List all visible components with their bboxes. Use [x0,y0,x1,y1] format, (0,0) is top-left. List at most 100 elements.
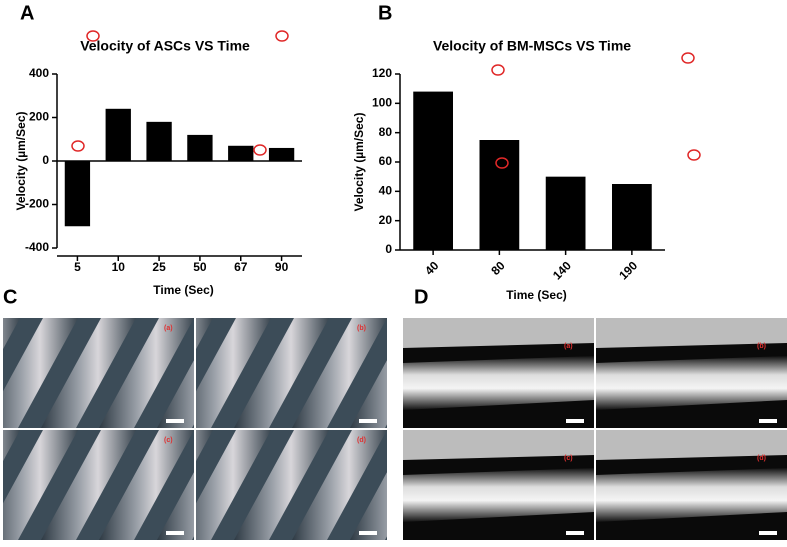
micrograph [3,430,194,540]
micrograph [403,430,594,540]
stripe [234,430,329,540]
frame-label: (a) [564,343,573,350]
frame-label: (c) [164,437,173,444]
stripe [3,318,20,350]
stripe [292,430,387,540]
chart-title: Velocity of BM-MSCs VS Time [433,38,631,54]
frame-label: (d) [757,455,766,462]
scale-bar [166,531,184,535]
stripe [3,430,20,462]
scale-bar [359,531,377,535]
band [403,468,594,522]
scale-bar [759,531,777,535]
stripe [196,318,213,350]
micrograph [596,318,787,428]
micrograph [403,318,594,428]
marker-circle [495,157,509,169]
y-tick-label: 40 [379,184,393,198]
x-tick-label: 67 [234,260,248,274]
x-axis-title: Time (Sec) [153,283,213,297]
band [596,468,787,522]
band [403,318,594,348]
x-tick-label: 80 [488,258,508,278]
bar [105,108,131,161]
x-tick-label: 90 [275,260,289,274]
y-tick-label: 0 [42,153,49,167]
scale-bar [566,531,584,535]
micrograph [196,318,387,428]
marker-circle [491,64,505,76]
y-tick-label: -200 [25,197,49,211]
y-axis-title: Velocity (µm/Sec) [14,112,28,211]
stripe [196,318,271,428]
band [403,356,594,410]
x-tick-label: 50 [193,260,207,274]
micrograph [3,318,194,428]
stripe [196,430,271,540]
x-tick-label: 5 [74,260,81,274]
stripe [350,472,387,540]
scale-bar [759,419,777,423]
panel-label: C [3,286,17,308]
band [596,356,787,410]
frame-label: (b) [357,325,366,332]
y-tick-label: 60 [379,154,393,168]
bar [146,121,172,161]
bar [64,161,91,227]
y-tick-label: -400 [25,240,49,254]
stripe [3,318,78,428]
x-tick-label: 10 [112,260,126,274]
stripe [157,360,194,428]
bar [187,134,213,161]
bar [268,147,295,161]
stripe [41,430,136,540]
y-tick-label: 400 [29,66,49,80]
micrograph [596,430,787,540]
stripe [99,430,194,540]
y-axis-title: Velocity (µm/Sec) [352,113,366,212]
bar [612,184,652,250]
frame-label: (c) [564,455,573,462]
marker-circle [71,140,85,152]
bar [479,140,520,250]
stripe [99,318,194,428]
marker-circle [687,149,701,161]
x-tick-label: 190 [616,258,640,282]
stripe [157,472,194,540]
marker-circle [681,52,695,64]
stripe [292,318,387,428]
stripe [234,318,329,428]
frame-label: (b) [757,343,766,350]
x-axis-title: Time (Sec) [506,288,566,302]
bar [413,91,453,250]
marker-circle [86,30,100,42]
stripe [196,430,213,462]
band [596,430,787,460]
frame-label: (d) [357,437,366,444]
marker-circle [275,30,289,42]
micrograph [196,430,387,540]
panel-label: D [414,286,428,308]
bar [545,176,586,250]
frame-label: (a) [164,325,173,332]
y-tick-label: 100 [372,96,392,110]
y-tick-label: 20 [379,213,393,227]
stripe [350,360,387,428]
marker-circle [253,144,267,156]
y-tick-label: 80 [379,125,393,139]
scale-bar [359,419,377,423]
band [403,430,594,460]
y-tick-label: 0 [385,242,392,256]
y-tick-label: 120 [372,66,392,80]
x-tick-label: 140 [550,258,574,282]
scale-bar [166,419,184,423]
panel-label: B [378,2,392,24]
stripe [3,430,78,540]
chart-title: Velocity of ASCs VS Time [80,38,250,54]
x-tick-label: 25 [152,260,166,274]
stripe [41,318,136,428]
scale-bar [566,419,584,423]
band [596,318,787,348]
